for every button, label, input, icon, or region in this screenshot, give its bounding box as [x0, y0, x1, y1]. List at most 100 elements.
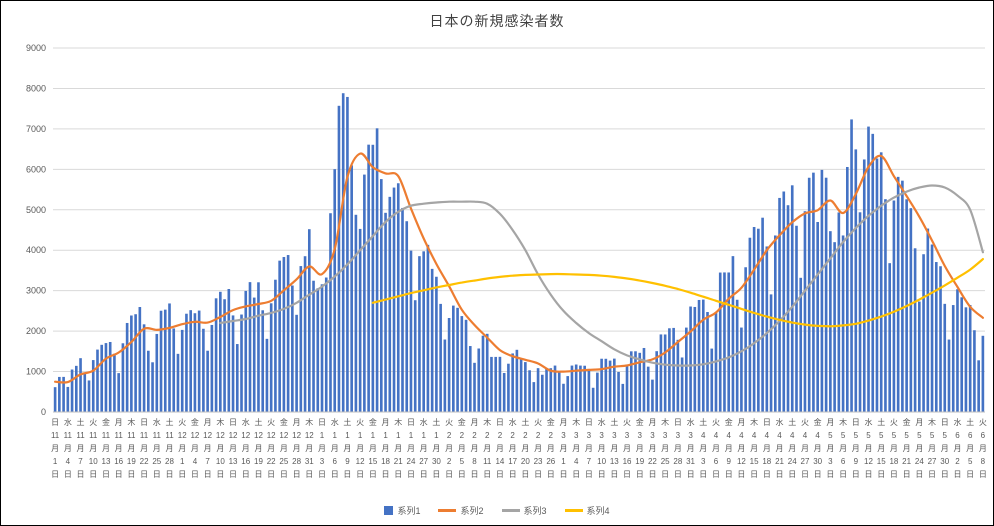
series4-line-swatch-icon — [564, 509, 583, 512]
svg-text:9000: 9000 — [26, 43, 46, 53]
svg-text:4000: 4000 — [26, 245, 46, 255]
series2-line-swatch-icon — [438, 509, 457, 512]
legend-label-series2: 系列2 — [460, 506, 484, 516]
chart-title: 日本の新規感染者数 — [429, 13, 565, 29]
legend-item-series4[interactable]: 系列4 — [564, 504, 610, 517]
svg-text:1000: 1000 — [26, 367, 46, 377]
svg-text:6000: 6000 — [26, 164, 46, 174]
legend-item-series2[interactable]: 系列2 — [438, 504, 484, 517]
legend-item-series1[interactable]: 系列1 — [384, 504, 420, 517]
legend-item-series3[interactable]: 系列3 — [501, 504, 547, 517]
legend-label-series1: 系列1 — [397, 506, 421, 516]
legend-label-series3: 系列3 — [523, 506, 547, 516]
svg-text:8000: 8000 — [26, 83, 46, 93]
line-series3 — [219, 184, 984, 367]
svg-text:0: 0 — [41, 407, 46, 417]
svg-text:5000: 5000 — [26, 205, 46, 215]
svg-text:2000: 2000 — [26, 326, 46, 336]
series3-line-swatch-icon — [501, 509, 520, 512]
svg-text:7000: 7000 — [26, 124, 46, 134]
legend: 系列1 系列2 系列3 系列4 — [1, 504, 993, 517]
y-axis-labels: 0 1000 2000 3000 4000 5000 6000 7000 8000 9000 — [26, 43, 46, 417]
series1-bar-swatch-icon — [384, 506, 394, 515]
svg-text:3000: 3000 — [26, 286, 46, 296]
legend-label-series4: 系列4 — [586, 506, 610, 516]
line-series2 — [54, 152, 984, 384]
bars-series1 — [53, 93, 985, 413]
